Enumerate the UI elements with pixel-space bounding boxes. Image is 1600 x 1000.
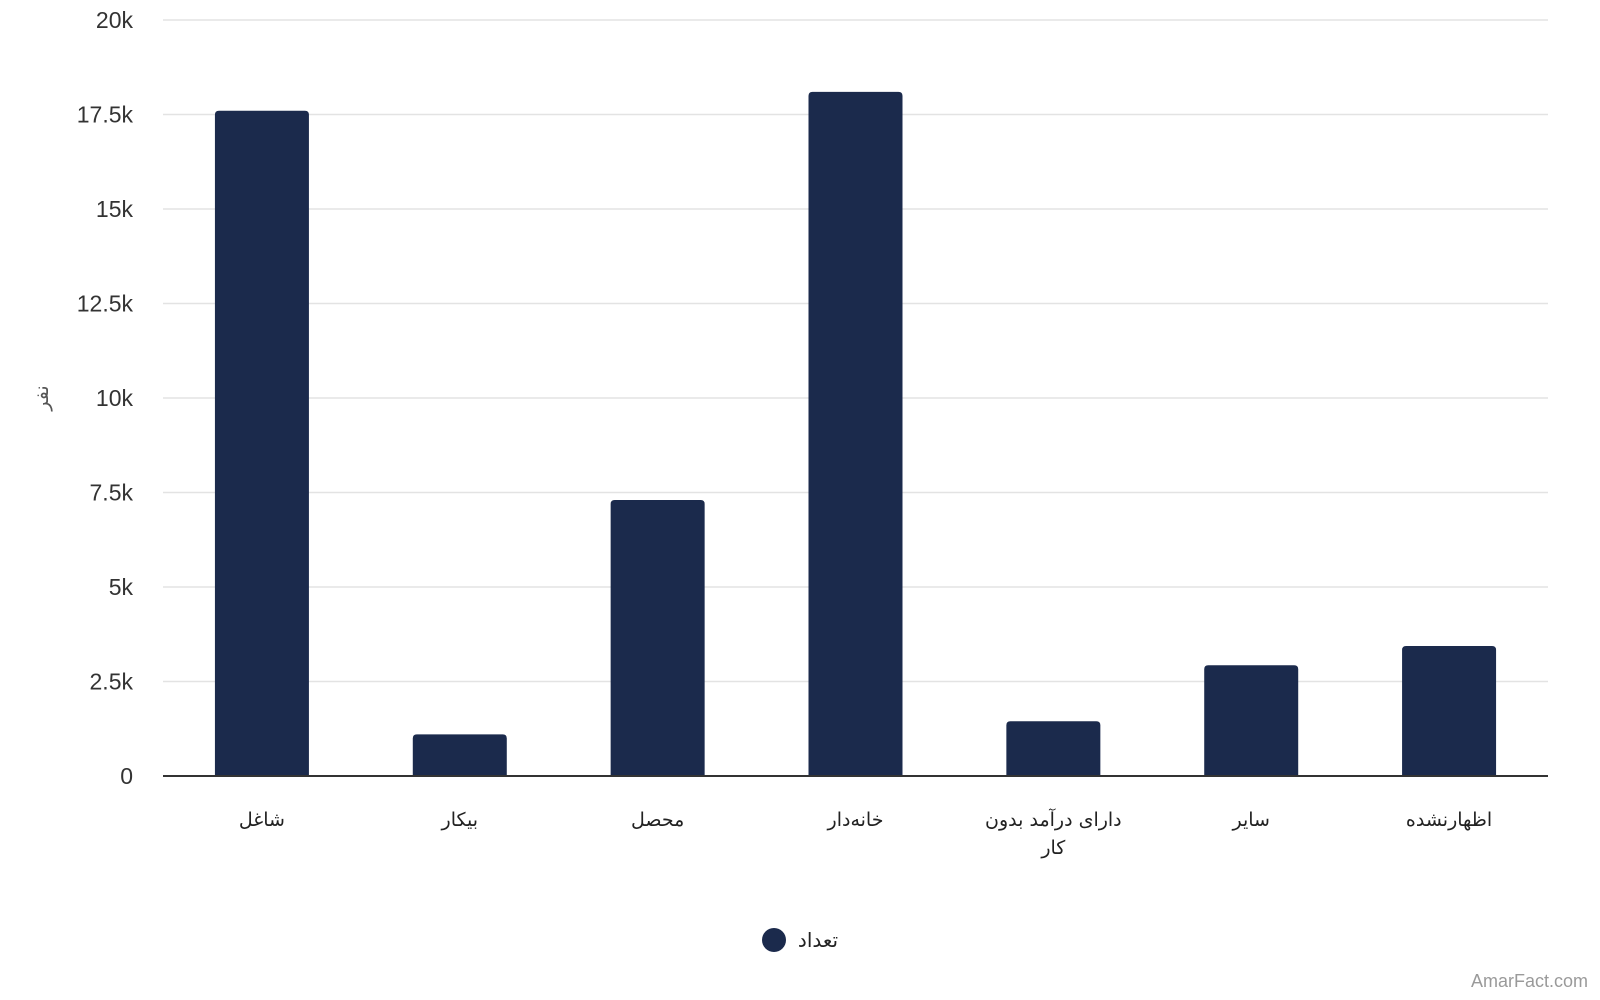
y-tick-label: 5k <box>109 574 134 600</box>
x-tick-label: دارای درآمد بدون کار <box>985 807 1122 859</box>
bar[interactable] <box>610 500 705 776</box>
x-tick-label: خانه‌دار <box>827 809 884 831</box>
bar[interactable] <box>1204 665 1299 776</box>
y-tick-label: 12.5k <box>77 291 134 317</box>
x-tick-label: شاغل <box>239 809 285 831</box>
x-tick-labels: شاغل بیکار محصل خانه‌دار دارای درآمد بدون کار… <box>239 807 1492 859</box>
bar[interactable] <box>808 91 903 776</box>
legend: تعداد <box>0 928 1600 952</box>
watermark: AmarFact.com <box>1470 971 1588 991</box>
x-tick-label: بیکار <box>441 809 478 831</box>
y-tick-label: 15k <box>96 196 134 222</box>
bar[interactable] <box>1402 645 1497 776</box>
x-tick-label: محصل <box>631 809 684 831</box>
legend-item[interactable]: تعداد <box>761 928 839 952</box>
y-tick-label: 0 <box>120 763 133 789</box>
bar[interactable] <box>412 734 507 776</box>
x-tick-label: اظهارنشده <box>1406 809 1492 831</box>
y-tick-label: 20k <box>96 7 134 33</box>
y-tick-label: 17.5k <box>77 102 134 128</box>
y-tick-label: 7.5k <box>90 480 134 506</box>
bar[interactable] <box>1006 721 1101 776</box>
bar[interactable] <box>214 110 309 777</box>
legend-label: تعداد <box>797 928 839 952</box>
bars <box>214 91 1497 777</box>
y-tick-label: 10k <box>96 385 134 411</box>
y-axis-title: نفر <box>31 385 53 411</box>
x-tick-label: سایر <box>1231 809 1269 831</box>
y-tick-labels: 0 2.5k 5k 7.5k 10k 12.5k 15k 17.5k 20k <box>77 7 134 789</box>
legend-swatch-icon <box>761 928 786 952</box>
y-tick-label: 2.5k <box>90 669 134 695</box>
